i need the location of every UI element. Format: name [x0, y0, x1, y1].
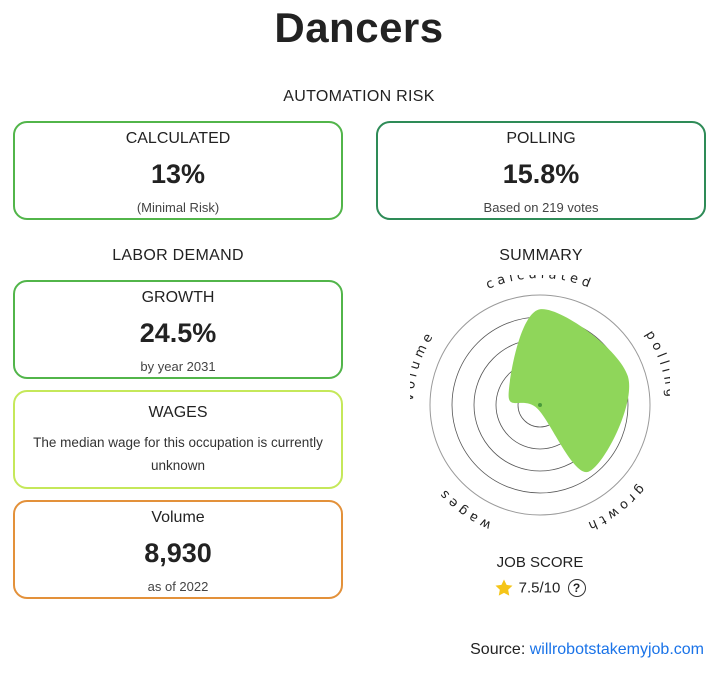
- volume-label: Volume: [151, 509, 205, 526]
- labor-demand-heading: LABOR DEMAND: [112, 247, 244, 264]
- star-icon: [495, 579, 513, 596]
- growth-card: GROWTH 24.5% by year 2031: [13, 280, 343, 379]
- volume-sub: as of 2022: [147, 579, 209, 594]
- source-prefix: Source:: [470, 641, 526, 658]
- radar-axis-label-polling: polling: [642, 328, 670, 401]
- growth-value: 24.5%: [139, 318, 217, 348]
- calculated-label: CALCULATED: [125, 130, 231, 147]
- polling-label: POLLING: [506, 130, 576, 147]
- polling-risk-card: POLLING 15.8% Based on 219 votes: [376, 121, 706, 220]
- summary-radar-chart: calculated polling growth wages volume: [402, 267, 674, 535]
- source-line: Source: willrobotstakemyjob.com: [470, 641, 704, 659]
- help-icon[interactable]: ?: [567, 579, 586, 597]
- growth-sub: by year 2031: [140, 359, 216, 374]
- job-score-label: JOB SCORE: [496, 554, 584, 571]
- wages-text: The median wage for this occupation is c…: [33, 435, 323, 473]
- growth-label: GROWTH: [141, 289, 215, 306]
- radar-svg: calculated polling growth wages volume: [402, 267, 674, 535]
- page-title: Dancers: [274, 4, 444, 51]
- job-score-row: 7.5/10 ?: [440, 578, 640, 598]
- radar-shape: [508, 309, 630, 473]
- wages-card: WAGES The median wage for this occupatio…: [13, 390, 343, 489]
- radar-axis-label-wages: wages: [434, 484, 493, 533]
- job-score-value: 7.5/10: [518, 579, 561, 597]
- radar-axis-label-calculated: calculated: [484, 275, 596, 293]
- wages-label: WAGES: [148, 404, 208, 421]
- calculated-value: 13%: [150, 159, 206, 189]
- radar-axis-label-growth: growth: [582, 481, 647, 534]
- radar-axis-label-volume: volume: [410, 328, 438, 402]
- automation-risk-heading: AUTOMATION RISK: [283, 88, 435, 105]
- polling-value: 15.8%: [502, 159, 580, 189]
- summary-heading: SUMMARY: [499, 247, 583, 264]
- volume-card: Volume 8,930 as of 2022: [13, 500, 343, 599]
- volume-value: 8,930: [144, 538, 212, 568]
- radar-ring: [429, 294, 651, 516]
- source-link[interactable]: willrobotstakemyjob.com: [529, 641, 704, 658]
- polling-sub: Based on 219 votes: [483, 200, 599, 215]
- radar-center-dot: [538, 403, 542, 407]
- calculated-sub: (Minimal Risk): [136, 200, 220, 215]
- calculated-risk-card: CALCULATED 13% (Minimal Risk): [13, 121, 343, 220]
